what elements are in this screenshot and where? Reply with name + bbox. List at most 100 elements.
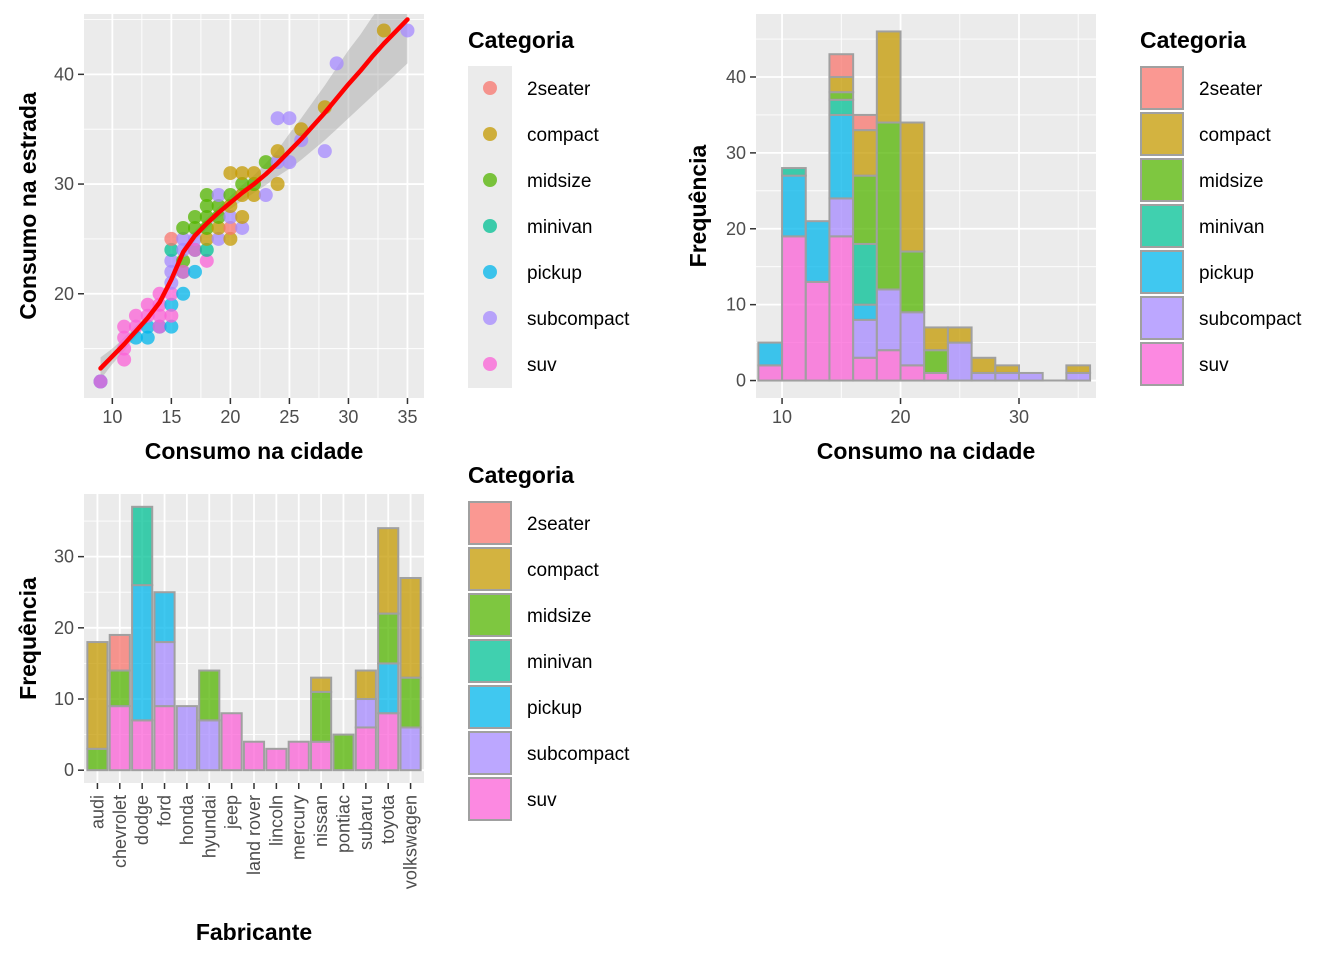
- legend-label-minivan: minivan: [1199, 217, 1264, 238]
- hist-bar-segment-suv: [852, 356, 878, 382]
- data-point-suv: [152, 319, 167, 334]
- bar-segment-suv: [310, 740, 333, 772]
- data-point-suv: [176, 264, 191, 279]
- data-point-subcompact: [258, 188, 273, 203]
- legend-label-subcompact: subcompact: [527, 309, 630, 330]
- bar-segment-subcompact: [399, 726, 422, 772]
- x-tick-label: 30: [338, 407, 358, 427]
- hist-bar-segment-subcompact: [946, 341, 973, 382]
- data-point-subcompact: [329, 56, 344, 71]
- data-point-suv: [117, 352, 132, 367]
- manufacturer-legend: Categoria 2seater compact midsize minivan pic…: [468, 462, 630, 821]
- histogram-legend: Categoria 2seater compact midsize minivan pic…: [1140, 27, 1302, 386]
- x-tick-label: 20: [220, 407, 240, 427]
- hist-bar-segment-minivan: [852, 242, 878, 306]
- data-point-midsize: [199, 199, 214, 213]
- data-point-compact: [235, 166, 250, 181]
- data-point-2seater: [223, 220, 238, 235]
- hist-bar-segment-2seater: [852, 113, 878, 132]
- hist-bar-segment-subcompact: [899, 311, 926, 367]
- y-tick-label: 20: [54, 618, 74, 638]
- hist-bar-segment-2seater: [828, 53, 855, 78]
- hist-bar-segment-suv: [923, 371, 949, 382]
- manufacturer-label: pontiac: [333, 795, 353, 853]
- scatter-panel: 10 15 20 25 30 35 20 30 40 Consumo na cidade Consu…: [15, 14, 424, 464]
- bar-segment-subcompact: [198, 719, 221, 772]
- hist-bar-segment-subcompact: [1065, 371, 1092, 382]
- legend-label-midsize: midsize: [527, 171, 591, 192]
- legend-key-suv: [1140, 342, 1184, 386]
- histogram-panel: 10 20 30 0 10 20 30 40 Consumo na cidade Frequênc…: [685, 14, 1096, 464]
- data-point-suv: [164, 308, 179, 323]
- legend-key-subcompact: [1140, 296, 1184, 340]
- legend-key-minivan: [468, 639, 512, 683]
- x-axis-title: Fabricante: [196, 919, 312, 945]
- hist-bar-segment-pickup: [804, 220, 831, 283]
- data-point-suv: [140, 297, 155, 312]
- legend-label-subcompact: subcompact: [527, 744, 630, 765]
- hist-bar-segment-compact: [946, 326, 973, 344]
- data-point-subcompact: [211, 231, 226, 246]
- bar-segment-subcompact: [354, 698, 377, 729]
- manufacturer-label: hyundai: [199, 795, 219, 858]
- y-tick-label: 40: [726, 67, 746, 87]
- hist-bar-segment-compact: [923, 326, 949, 352]
- x-tick-label: 20: [891, 407, 911, 427]
- hist-bar-segment-pickup: [852, 303, 878, 321]
- data-point-compact: [270, 177, 285, 192]
- x-tick-label: 10: [772, 407, 792, 427]
- data-point-compact: [376, 23, 391, 38]
- hist-bar-segment-suv: [757, 364, 784, 382]
- manufacturer-label: lincoln: [266, 795, 286, 846]
- data-point-suv: [187, 242, 202, 257]
- data-point-pickup: [176, 286, 191, 301]
- bar-segment-suv: [108, 705, 131, 772]
- manufacturer-label: land rover: [244, 795, 264, 875]
- legend-label-2seater: 2seater: [1199, 79, 1263, 100]
- hist-bar-segment-compact: [852, 129, 878, 177]
- data-point-suv: [128, 308, 143, 323]
- bar-segment-compact: [310, 676, 333, 693]
- legend-label-minivan: minivan: [527, 652, 592, 673]
- legend-key-minivan: [1140, 204, 1184, 248]
- manufacturer-label: chevrolet: [110, 795, 130, 868]
- bar-segment-compact: [354, 669, 377, 701]
- data-point-midsize: [199, 188, 214, 203]
- data-point-suv: [152, 308, 167, 323]
- legend-key-pickup: [1140, 250, 1184, 294]
- hist-bar-segment-midsize: [828, 91, 855, 101]
- data-point-compact: [235, 209, 250, 224]
- legend-label-compact: compact: [527, 560, 600, 581]
- y-tick-label: 30: [54, 174, 74, 194]
- data-point-pickup: [164, 319, 179, 334]
- bar-segment-midsize: [198, 669, 221, 722]
- hist-bar-segment-pickup: [757, 341, 784, 367]
- x-axis-title: Consumo na cidade: [817, 438, 1036, 464]
- data-point-compact: [247, 188, 261, 203]
- bar-segment-suv: [220, 712, 243, 772]
- hist-bar-segment-minivan: [781, 167, 807, 177]
- hist-bar-segment-pickup: [781, 174, 807, 238]
- legend-key-2seater: [468, 501, 512, 545]
- legend-label-2seater: 2seater: [527, 514, 591, 535]
- legend-key-suv: [468, 777, 512, 821]
- data-point-midsize: [187, 209, 202, 224]
- manufacturer-label: honda: [177, 794, 197, 845]
- hist-bar-segment-minivan: [828, 98, 855, 116]
- hist-bar-segment-pickup: [828, 113, 855, 200]
- manufacturer-label: nissan: [311, 795, 331, 847]
- data-point-suv: [117, 319, 132, 334]
- data-point-midsize: [176, 220, 191, 235]
- y-tick-label: 0: [64, 760, 74, 780]
- bar-segment-2seater: [108, 633, 131, 672]
- data-point-midsize: [258, 155, 273, 170]
- bar-segment-midsize: [86, 747, 109, 772]
- legend-key-compact: [1140, 112, 1184, 156]
- data-point-subcompact: [223, 209, 238, 224]
- y-tick-label: 20: [54, 284, 74, 304]
- bar-segment-pickup: [153, 591, 176, 644]
- legend-key-2seater: [483, 81, 497, 95]
- data-point-subcompact: [164, 253, 179, 268]
- data-point-suv: [93, 374, 108, 389]
